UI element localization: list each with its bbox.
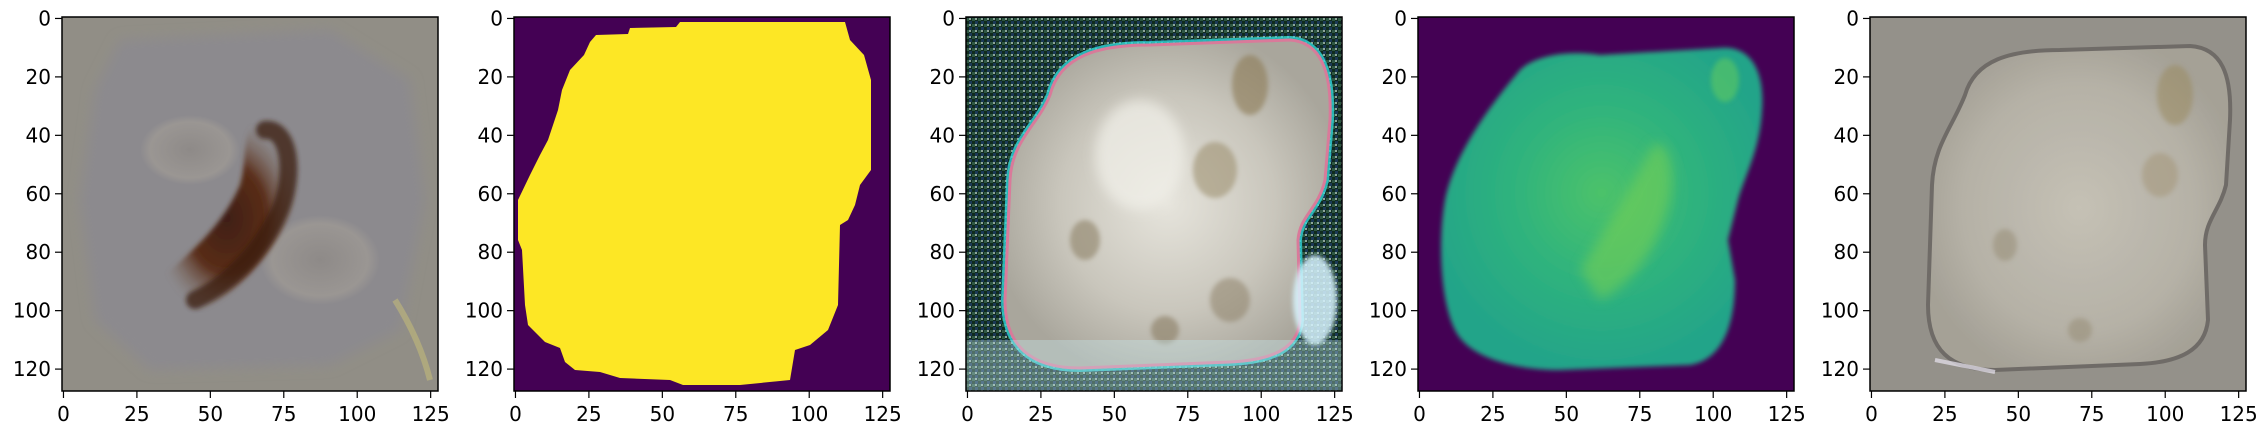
x-tick-label: 100 bbox=[790, 402, 828, 426]
y-tick-label: 120 bbox=[1821, 357, 1859, 381]
axes-frame bbox=[1417, 16, 1795, 392]
x-tick-label: 100 bbox=[2146, 402, 2184, 426]
x-tick-label: 75 bbox=[723, 402, 748, 426]
x-tick-label: 125 bbox=[864, 402, 902, 426]
y-tick-label: 100 bbox=[13, 299, 51, 323]
y-tick-label: 100 bbox=[465, 299, 503, 323]
y-tick-label: 40 bbox=[478, 123, 503, 147]
x-tick-label: 50 bbox=[198, 402, 223, 426]
y-tick-label: 20 bbox=[478, 65, 503, 89]
axes-frame bbox=[513, 16, 891, 392]
y-tick-label: 0 bbox=[38, 6, 51, 30]
x-tick-label: 25 bbox=[124, 402, 149, 426]
y-tick-label: 20 bbox=[930, 65, 955, 89]
y-tick-label: 100 bbox=[917, 299, 955, 323]
axes-4: 0 25 50 75 100 125 0 20 40 60 80 100 120 bbox=[1369, 6, 1806, 426]
y-tick-label: 0 bbox=[1394, 6, 1407, 30]
axes-5: 0 25 50 75 100 125 0 20 40 60 80 100 120 bbox=[1821, 6, 2258, 426]
x-tick-label: 125 bbox=[1316, 402, 1354, 426]
y-tick-label: 60 bbox=[478, 182, 503, 206]
axes-frame bbox=[1869, 16, 2247, 392]
panel-5-blended-image bbox=[1870, 17, 2246, 391]
x-tick-label: 0 bbox=[961, 402, 974, 426]
y-tick-label: 0 bbox=[490, 6, 503, 30]
y-tick-label: 80 bbox=[1382, 240, 1407, 264]
y-tick-label: 120 bbox=[13, 357, 51, 381]
y-tick-label: 60 bbox=[1834, 182, 1859, 206]
panel-3-generated-image bbox=[966, 17, 1342, 391]
x-tick-label: 100 bbox=[1242, 402, 1280, 426]
y-tick-label: 40 bbox=[1382, 123, 1407, 147]
y-tick-label: 100 bbox=[1821, 299, 1859, 323]
x-tick-label: 125 bbox=[412, 402, 450, 426]
y-tick-label: 60 bbox=[26, 182, 51, 206]
x-tick-label: 25 bbox=[576, 402, 601, 426]
y-tick-label: 20 bbox=[26, 65, 51, 89]
panel-2-segmentation-mask bbox=[514, 17, 890, 391]
x-tick-label: 25 bbox=[1480, 402, 1505, 426]
x-tick-label: 0 bbox=[1413, 402, 1426, 426]
panel-4-heatmap bbox=[1418, 17, 1794, 391]
y-tick-label: 0 bbox=[1846, 6, 1859, 30]
axes-frame bbox=[965, 16, 1343, 392]
axes-1: 0 25 50 75 100 125 0 20 40 60 80 100 120 bbox=[13, 6, 450, 426]
y-tick-label: 120 bbox=[465, 357, 503, 381]
x-tick-label: 75 bbox=[271, 402, 296, 426]
x-tick-label: 75 bbox=[1627, 402, 1652, 426]
y-tick-label: 0 bbox=[942, 6, 955, 30]
y-tick-label: 100 bbox=[1369, 299, 1407, 323]
x-tick-label: 125 bbox=[2220, 402, 2258, 426]
x-tick-label: 25 bbox=[1028, 402, 1053, 426]
x-tick-label: 75 bbox=[1175, 402, 1200, 426]
panel-1-original-image bbox=[62, 17, 438, 391]
x-tick-label: 100 bbox=[338, 402, 376, 426]
y-tick-label: 20 bbox=[1834, 65, 1859, 89]
x-tick-label: 0 bbox=[57, 402, 70, 426]
y-tick-label: 80 bbox=[26, 240, 51, 264]
axes-2: 0 25 50 75 100 125 0 20 40 60 80 100 120 bbox=[465, 6, 902, 426]
x-tick-label: 0 bbox=[1865, 402, 1878, 426]
x-tick-label: 50 bbox=[1554, 402, 1579, 426]
y-tick-label: 60 bbox=[1382, 182, 1407, 206]
x-tick-label: 125 bbox=[1768, 402, 1806, 426]
x-tick-label: 0 bbox=[509, 402, 522, 426]
x-tick-label: 50 bbox=[2006, 402, 2031, 426]
y-tick-label: 80 bbox=[930, 240, 955, 264]
x-tick-label: 50 bbox=[1102, 402, 1127, 426]
y-tick-label: 80 bbox=[1834, 240, 1859, 264]
y-tick-label: 120 bbox=[1369, 357, 1407, 381]
y-tick-label: 80 bbox=[478, 240, 503, 264]
y-tick-label: 120 bbox=[917, 357, 955, 381]
x-tick-label: 50 bbox=[650, 402, 675, 426]
axes-3: 0 25 50 75 100 125 0 20 40 60 80 100 120 bbox=[917, 6, 1354, 426]
axes-frame bbox=[61, 16, 439, 392]
y-tick-label: 40 bbox=[26, 123, 51, 147]
x-tick-label: 75 bbox=[2079, 402, 2104, 426]
y-tick-label: 40 bbox=[1834, 123, 1859, 147]
x-tick-label: 100 bbox=[1694, 402, 1732, 426]
x-tick-label: 25 bbox=[1932, 402, 1957, 426]
y-tick-label: 40 bbox=[930, 123, 955, 147]
y-tick-label: 20 bbox=[1382, 65, 1407, 89]
y-tick-label: 60 bbox=[930, 182, 955, 206]
